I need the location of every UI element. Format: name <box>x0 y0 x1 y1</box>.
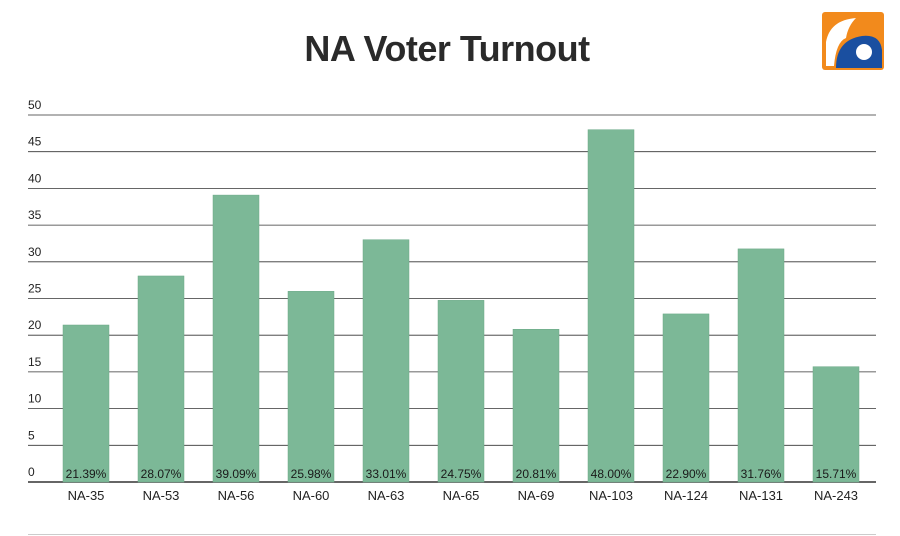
logo-white-swoosh <box>826 18 856 66</box>
data-label: 24.75% <box>441 467 482 481</box>
data-label: 31.76% <box>741 467 782 481</box>
x-tick-label: NA-103 <box>589 488 633 503</box>
y-tick-label: 0 <box>28 465 35 479</box>
x-tick-label: NA-56 <box>218 488 255 503</box>
y-tick-label: 30 <box>28 245 42 259</box>
bar <box>362 239 410 483</box>
y-tick-label: 15 <box>28 355 42 369</box>
data-label: 33.01% <box>366 467 407 481</box>
x-tick-label: NA-124 <box>664 488 708 503</box>
bars <box>62 129 860 483</box>
x-tick-label: NA-53 <box>143 488 180 503</box>
data-label: 28.07% <box>141 467 182 481</box>
y-tick-labels: 0 5 10 15 20 25 30 35 40 45 50 <box>28 98 42 479</box>
x-tick-label: NA-243 <box>814 488 858 503</box>
y-tick-label: 10 <box>28 392 42 406</box>
bar <box>812 366 860 483</box>
data-label: 20.81% <box>516 467 557 481</box>
x-tick-labels: NA-35 NA-53 NA-56 NA-60 NA-63 NA-65 NA-69 NA-10… <box>68 488 858 503</box>
bar <box>512 329 560 483</box>
x-tick-label: NA-35 <box>68 488 105 503</box>
geo-news-logo-icon <box>822 12 884 70</box>
data-label: 48.00% <box>591 467 632 481</box>
bar <box>212 194 260 483</box>
y-tick-label: 35 <box>28 208 42 222</box>
x-tick-label: NA-65 <box>443 488 480 503</box>
y-tick-label: 25 <box>28 282 42 296</box>
x-tick-label: NA-131 <box>739 488 783 503</box>
bar <box>587 129 635 483</box>
bottom-divider <box>28 534 876 535</box>
data-label: 22.90% <box>666 467 707 481</box>
bar <box>62 324 110 483</box>
x-tick-label: NA-69 <box>518 488 555 503</box>
bar <box>437 300 485 483</box>
bar <box>662 313 710 483</box>
x-tick-label: NA-63 <box>368 488 405 503</box>
bar <box>137 275 185 483</box>
y-tick-label: 5 <box>28 428 35 442</box>
y-tick-label: 20 <box>28 318 42 332</box>
data-label: 15.71% <box>816 467 857 481</box>
y-tick-label: 45 <box>28 135 42 149</box>
bar <box>737 248 785 483</box>
chart-title: NA Voter Turnout <box>304 28 590 69</box>
x-tick-label: NA-60 <box>293 488 330 503</box>
logo-white-dot <box>856 44 872 60</box>
y-tick-label: 40 <box>28 171 42 185</box>
data-label: 21.39% <box>66 467 107 481</box>
data-label: 25.98% <box>291 467 332 481</box>
bar <box>287 291 335 483</box>
data-labels: 21.39% 28.07% 39.09% 25.98% 33.01% 24.75% 20.8… <box>66 467 857 481</box>
data-label: 39.09% <box>216 467 257 481</box>
y-tick-label: 50 <box>28 98 42 112</box>
